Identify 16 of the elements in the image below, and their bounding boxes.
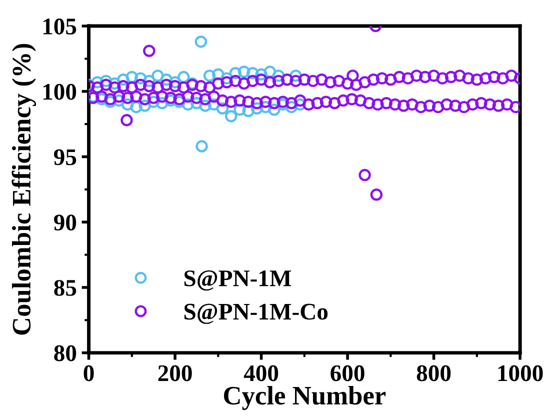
x-tick-label: 600 — [330, 365, 364, 382]
x-tick-label: 200 — [158, 365, 192, 382]
legend-label: S@PN-1M — [184, 270, 292, 291]
y-axis-title: Coulombic Efficiency (%) — [12, 44, 36, 335]
y-tick-label: 85 — [54, 280, 76, 296]
x-tick-label: 800 — [416, 365, 451, 382]
y-tick-label: 95 — [54, 149, 76, 166]
y-tick-label: 80 — [54, 345, 76, 362]
y-tick-label: 100 — [43, 84, 76, 100]
y-tick-label: 90 — [54, 214, 76, 231]
y-tick-label: 105 — [43, 18, 76, 34]
x-tick-label: 400 — [244, 365, 278, 382]
x-tick-label: 1000 — [498, 365, 543, 382]
legend-label: S@PN-1M-Co — [184, 304, 328, 324]
x-axis-title: Cycle Number — [224, 386, 386, 410]
x-tick-label: 0 — [84, 365, 94, 382]
